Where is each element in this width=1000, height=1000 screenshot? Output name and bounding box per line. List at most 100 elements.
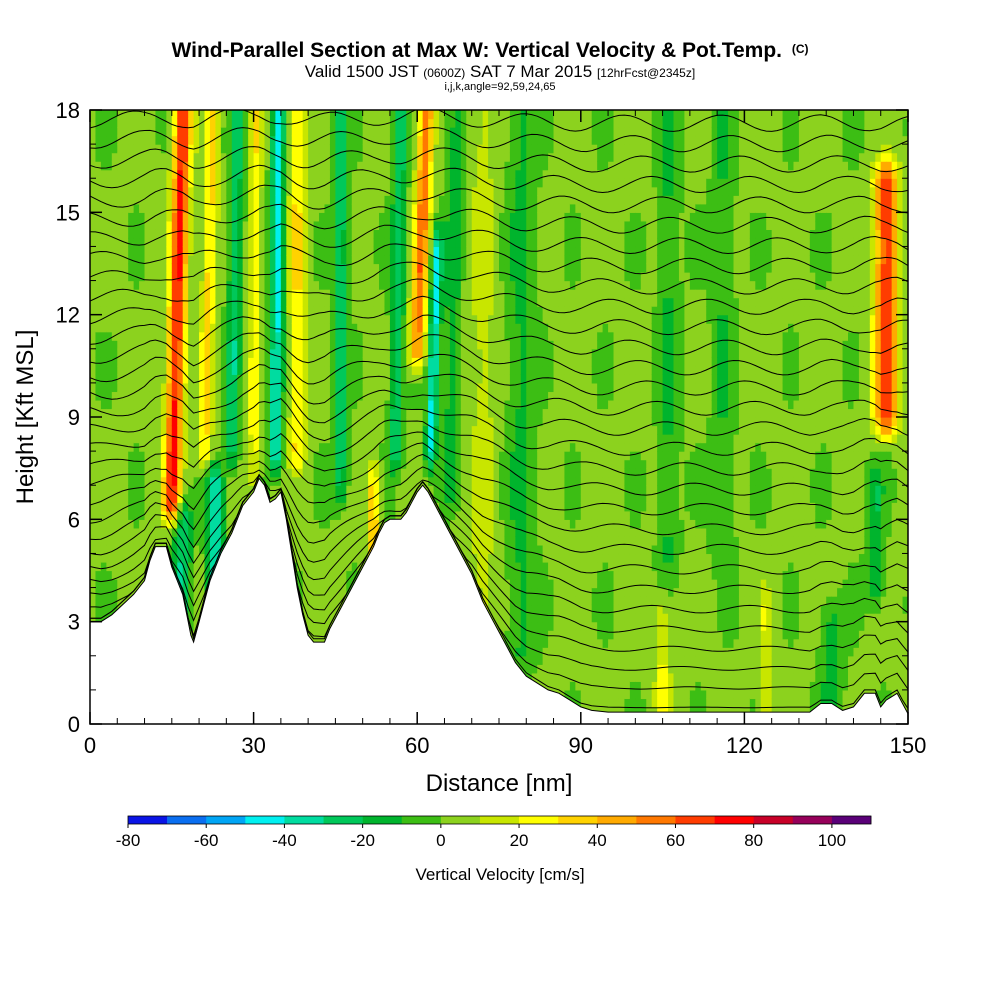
field-cell: [329, 485, 336, 495]
field-cell: [122, 280, 129, 290]
field-cell: [248, 135, 255, 145]
field-cell: [209, 510, 217, 520]
field-cell: [106, 152, 113, 162]
field-cell: [231, 289, 238, 299]
field-cell: [340, 280, 347, 290]
field-cell: [346, 561, 353, 572]
field-cell: [357, 118, 364, 128]
field-cell: [160, 212, 167, 222]
field-cell: [291, 169, 298, 179]
field-cell: [417, 357, 424, 367]
field-cell: [291, 195, 298, 205]
field-cell: [259, 323, 266, 333]
field-cell: [133, 161, 140, 171]
field-cell: [428, 323, 435, 333]
field-cell: [433, 399, 440, 410]
field-cell: [248, 178, 255, 188]
field-cell: [182, 280, 189, 290]
field-cell: [384, 417, 391, 427]
field-cell: [286, 323, 293, 333]
field-cell: [373, 144, 380, 154]
field-cell: [204, 169, 211, 179]
field-cell: [90, 553, 97, 563]
field-cell: [417, 442, 424, 452]
field-cell: [389, 144, 396, 154]
field-cell: [428, 280, 435, 290]
field-cell: [188, 297, 195, 307]
field-cell: [400, 425, 407, 435]
field-cell: [329, 434, 336, 444]
field-cell: [117, 519, 124, 529]
field-cell: [357, 340, 364, 350]
field-cell: [188, 459, 195, 469]
field-cell: [297, 186, 304, 196]
field-cell: [264, 152, 271, 162]
field-cell: [460, 365, 467, 375]
field-cell: [166, 263, 173, 273]
field-cell: [308, 186, 315, 196]
field-cell: [411, 417, 418, 427]
field-cell: [111, 417, 118, 427]
field-cell: [209, 110, 217, 120]
field-cell: [177, 220, 184, 230]
field-cell: [324, 203, 331, 213]
field-cell: [215, 220, 222, 230]
field-cell: [362, 348, 369, 358]
field-cell: [417, 254, 424, 265]
field-cell: [128, 561, 135, 572]
field-cell: [357, 468, 364, 478]
field-cell: [329, 570, 336, 580]
field-cell: [395, 178, 402, 188]
field-cell: [329, 451, 336, 461]
field-cell: [193, 186, 200, 196]
field-cell: [455, 527, 462, 537]
field-cell: [275, 229, 282, 239]
field-cell: [106, 468, 113, 478]
field-cell: [144, 314, 151, 324]
field-cell: [384, 502, 391, 512]
field-cell: [155, 178, 162, 188]
field-cell: [204, 382, 211, 393]
field-cell: [313, 306, 320, 316]
field-cell: [455, 135, 462, 145]
field-cell: [90, 272, 97, 282]
field-cell: [259, 289, 266, 299]
field-cell: [351, 186, 358, 196]
field-cell: [439, 382, 446, 393]
field-cell: [237, 417, 244, 427]
field-cell: [308, 263, 315, 273]
field-cell: [128, 451, 135, 461]
field-cell: [379, 118, 386, 128]
field-cell: [90, 425, 97, 435]
field-cell: [133, 246, 140, 256]
field-cell: [166, 178, 173, 188]
field-cell: [351, 135, 358, 145]
field-cell: [411, 186, 418, 196]
field-cell: [395, 161, 402, 171]
field-cell: [389, 289, 396, 299]
field-cell: [362, 425, 369, 435]
field-cell: [417, 118, 424, 128]
field-cell: [417, 408, 424, 418]
field-cell: [199, 536, 206, 546]
field-cell: [319, 621, 326, 631]
field-cell: [460, 323, 467, 333]
field-cell: [395, 417, 402, 427]
field-cell: [280, 254, 287, 265]
field-cell: [329, 263, 336, 273]
field-cell: [215, 451, 222, 461]
field-cell: [188, 476, 195, 486]
field-cell: [177, 195, 184, 205]
field-cell: [351, 297, 358, 307]
field-cell: [428, 476, 435, 486]
field-cell: [460, 331, 467, 341]
field-cell: [215, 212, 222, 222]
field-cell: [166, 237, 173, 248]
field-cell: [379, 229, 386, 239]
field-cell: [351, 348, 358, 358]
field-cell: [280, 357, 287, 367]
field-cell: [204, 553, 211, 563]
field-cell: [395, 382, 402, 393]
field-cell: [269, 169, 277, 179]
field-cell: [302, 399, 309, 410]
